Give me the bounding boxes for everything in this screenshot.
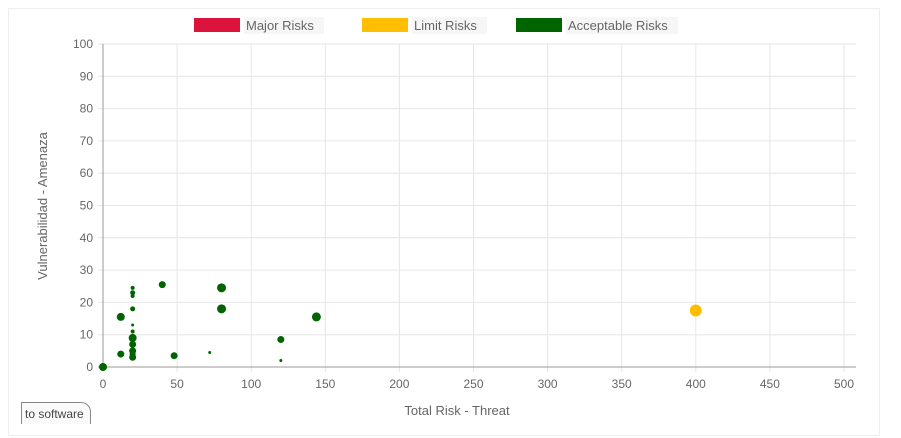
- data-point-acceptable-risks[interactable]: [131, 323, 135, 327]
- data-point-acceptable-risks[interactable]: [130, 285, 135, 290]
- x-tick-label: 250: [463, 377, 483, 391]
- x-axis-label: Total Risk - Threat: [404, 403, 510, 418]
- data-point-acceptable-risks[interactable]: [170, 352, 178, 360]
- data-point-acceptable-risks[interactable]: [117, 350, 125, 358]
- x-tick-label: 300: [538, 377, 558, 391]
- legend-item-limit-risks[interactable]: Limit Risks: [362, 14, 487, 36]
- x-tick-label: 500: [834, 377, 854, 391]
- legend-label-acceptable: Acceptable Risks: [566, 16, 678, 34]
- legend-item-major-risks[interactable]: Major Risks: [194, 14, 324, 36]
- data-point-acceptable-risks[interactable]: [99, 363, 107, 371]
- data-point-acceptable-risks[interactable]: [311, 312, 321, 322]
- x-tick-label: 400: [686, 377, 706, 391]
- x-tick-label: 100: [241, 377, 261, 391]
- legend-item-acceptable-risks[interactable]: Acceptable Risks: [516, 14, 678, 36]
- data-point-acceptable-risks[interactable]: [129, 353, 137, 361]
- data-point-acceptable-risks[interactable]: [208, 350, 212, 354]
- data-point-acceptable-risks[interactable]: [130, 293, 135, 298]
- grid-lines: [98, 43, 856, 372]
- data-point-acceptable-risks[interactable]: [130, 306, 136, 312]
- data-point-limit-risks[interactable]: [689, 304, 702, 317]
- x-tick-label: 200: [389, 377, 409, 391]
- data-point-acceptable-risks[interactable]: [277, 336, 285, 344]
- y-tick-label: 0: [86, 360, 93, 374]
- x-tick-label: 150: [315, 377, 335, 391]
- y-tick-label: 40: [80, 231, 94, 245]
- y-tick-labels: 0 10 20 30 40 50 60 70 80 90 100: [73, 37, 93, 374]
- y-tick-label: 100: [73, 37, 93, 51]
- data-point-acceptable-risks[interactable]: [129, 340, 137, 348]
- chart-legend: Major Risks Limit Risks Acceptable Risks: [0, 14, 901, 36]
- y-tick-label: 30: [80, 263, 94, 277]
- x-tick-label: 0: [100, 377, 107, 391]
- data-point-acceptable-risks[interactable]: [158, 281, 166, 289]
- legend-swatch-acceptable: [516, 18, 562, 32]
- data-point-acceptable-risks[interactable]: [217, 304, 227, 314]
- y-tick-label: 90: [80, 69, 94, 83]
- y-tick-label: 80: [80, 102, 94, 116]
- x-tick-label: 350: [612, 377, 632, 391]
- legend-label-major: Major Risks: [244, 16, 324, 34]
- legend-swatch-limit: [362, 18, 408, 32]
- legend-label-limit: Limit Risks: [412, 16, 487, 34]
- y-tick-label: 20: [80, 295, 94, 309]
- y-tick-label: 70: [80, 134, 94, 148]
- data-points: [99, 281, 702, 371]
- data-point-acceptable-risks[interactable]: [217, 283, 227, 293]
- x-tick-label: 450: [760, 377, 780, 391]
- x-tick-labels: 0 50 100 150 200 250 300 350 400 450 500: [100, 377, 855, 391]
- y-tick-label: 60: [80, 166, 94, 180]
- data-point-acceptable-risks[interactable]: [128, 333, 137, 342]
- x-tick-label: 50: [170, 377, 184, 391]
- data-point-acceptable-risks[interactable]: [130, 329, 135, 334]
- chart-card: [8, 8, 880, 436]
- y-tick-label: 50: [80, 199, 94, 213]
- y-tick-label: 10: [80, 328, 94, 342]
- software-tab[interactable]: to software: [21, 402, 91, 424]
- data-point-acceptable-risks[interactable]: [130, 290, 136, 296]
- y-axis-label: Vulnerabilidad - Amenaza: [35, 131, 50, 279]
- data-point-acceptable-risks[interactable]: [279, 359, 283, 363]
- data-point-acceptable-risks[interactable]: [116, 312, 125, 321]
- axes: [98, 44, 856, 368]
- legend-swatch-major: [194, 18, 240, 32]
